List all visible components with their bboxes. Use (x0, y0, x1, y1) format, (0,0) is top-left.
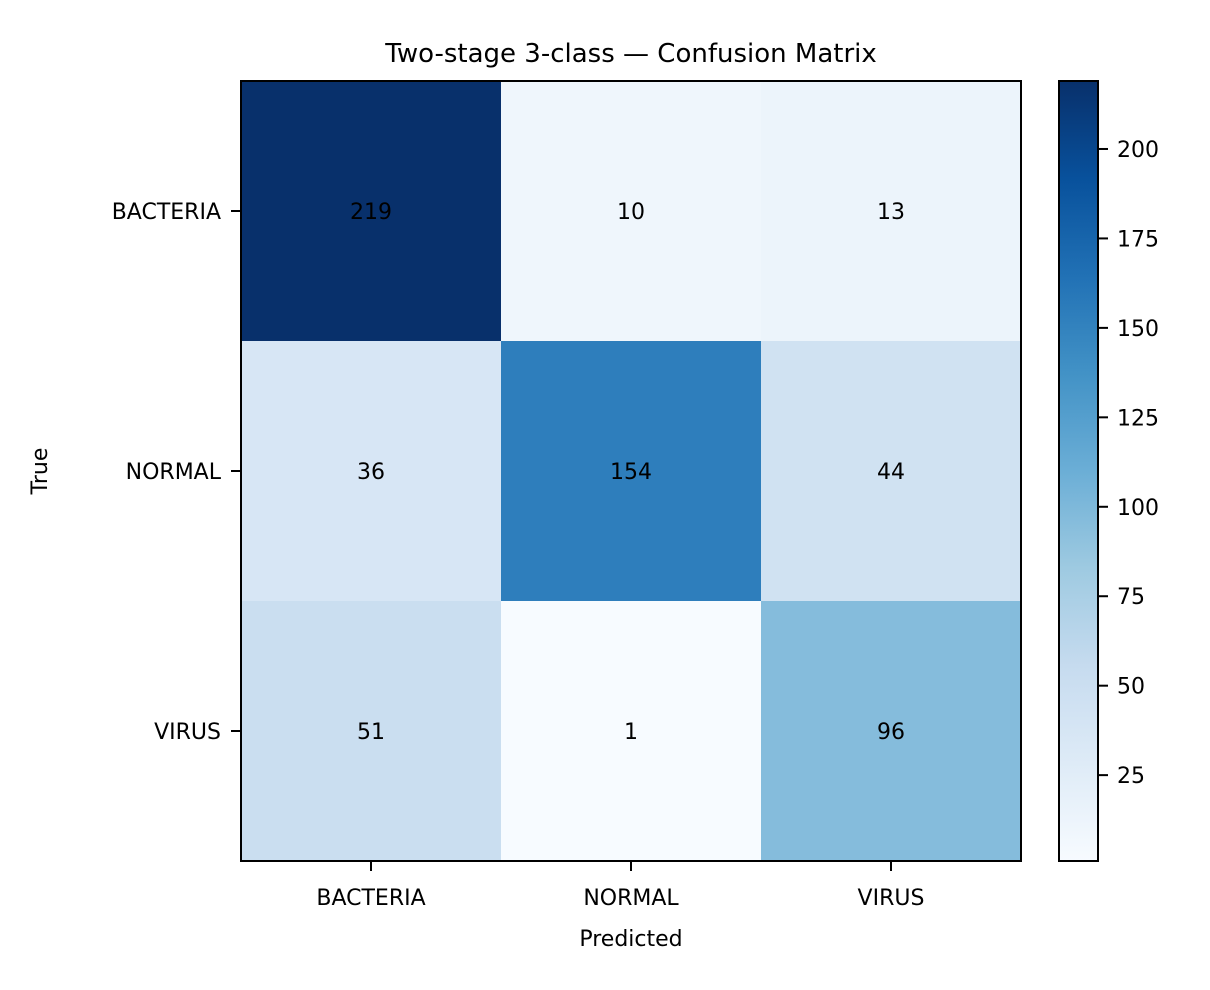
heatmap-cell (761, 341, 1022, 602)
heatmap-cell (761, 601, 1022, 862)
cell-value-label: 10 (617, 200, 645, 225)
cell-value-label: 51 (357, 720, 385, 745)
x-axis-ticks: BACTERIA NORMAL VIRUS (316, 861, 924, 911)
heatmap-cell (501, 81, 762, 342)
colorbar-ticks: 25 50 75 100 125 150 175 200 (1098, 138, 1159, 789)
cell-value-label: 44 (877, 460, 905, 485)
colorbar-tick-label: 125 (1117, 406, 1159, 431)
cell-value-label: 154 (610, 460, 652, 485)
cell-value-labels: 219 10 13 36 154 44 51 1 96 (350, 200, 905, 745)
colorbar-tick-label: 200 (1117, 138, 1159, 163)
x-tick-label: BACTERIA (316, 886, 425, 911)
heatmap-cell (241, 341, 502, 602)
colorbar-tick-label: 100 (1117, 496, 1159, 521)
colorbar-tick-label: 175 (1117, 227, 1159, 252)
y-tick-label: NORMAL (126, 460, 222, 485)
heatmap-cells (241, 81, 1022, 862)
cell-value-label: 36 (357, 460, 385, 485)
x-axis-label: Predicted (579, 927, 682, 952)
chart-title: Two-stage 3-class — Confusion Matrix (384, 39, 877, 69)
heatmap-cell (501, 601, 762, 862)
heatmap-cell (761, 81, 1022, 342)
x-tick-label: NORMAL (583, 886, 679, 911)
cell-value-label: 13 (877, 200, 905, 225)
colorbar-tick-label: 75 (1117, 585, 1145, 610)
colorbar-tick-label: 150 (1117, 317, 1159, 342)
y-tick-label: VIRUS (154, 720, 221, 745)
heatmap-cell (501, 341, 762, 602)
colorbar-tick-label: 50 (1117, 675, 1145, 700)
cell-value-label: 96 (877, 720, 905, 745)
x-tick-label: VIRUS (858, 886, 925, 911)
cell-value-label: 1 (624, 720, 638, 745)
colorbar-frame (1058, 80, 1099, 862)
y-tick-label: BACTERIA (112, 200, 221, 225)
cell-value-label: 219 (350, 200, 392, 225)
heatmap-cell (241, 601, 502, 862)
heatmap-cell (241, 81, 502, 342)
y-axis-ticks: BACTERIA NORMAL VIRUS (112, 200, 241, 745)
y-axis-label: True (28, 448, 53, 496)
colorbar-tick-label: 25 (1117, 764, 1145, 789)
colorbar (1059, 81, 1098, 861)
